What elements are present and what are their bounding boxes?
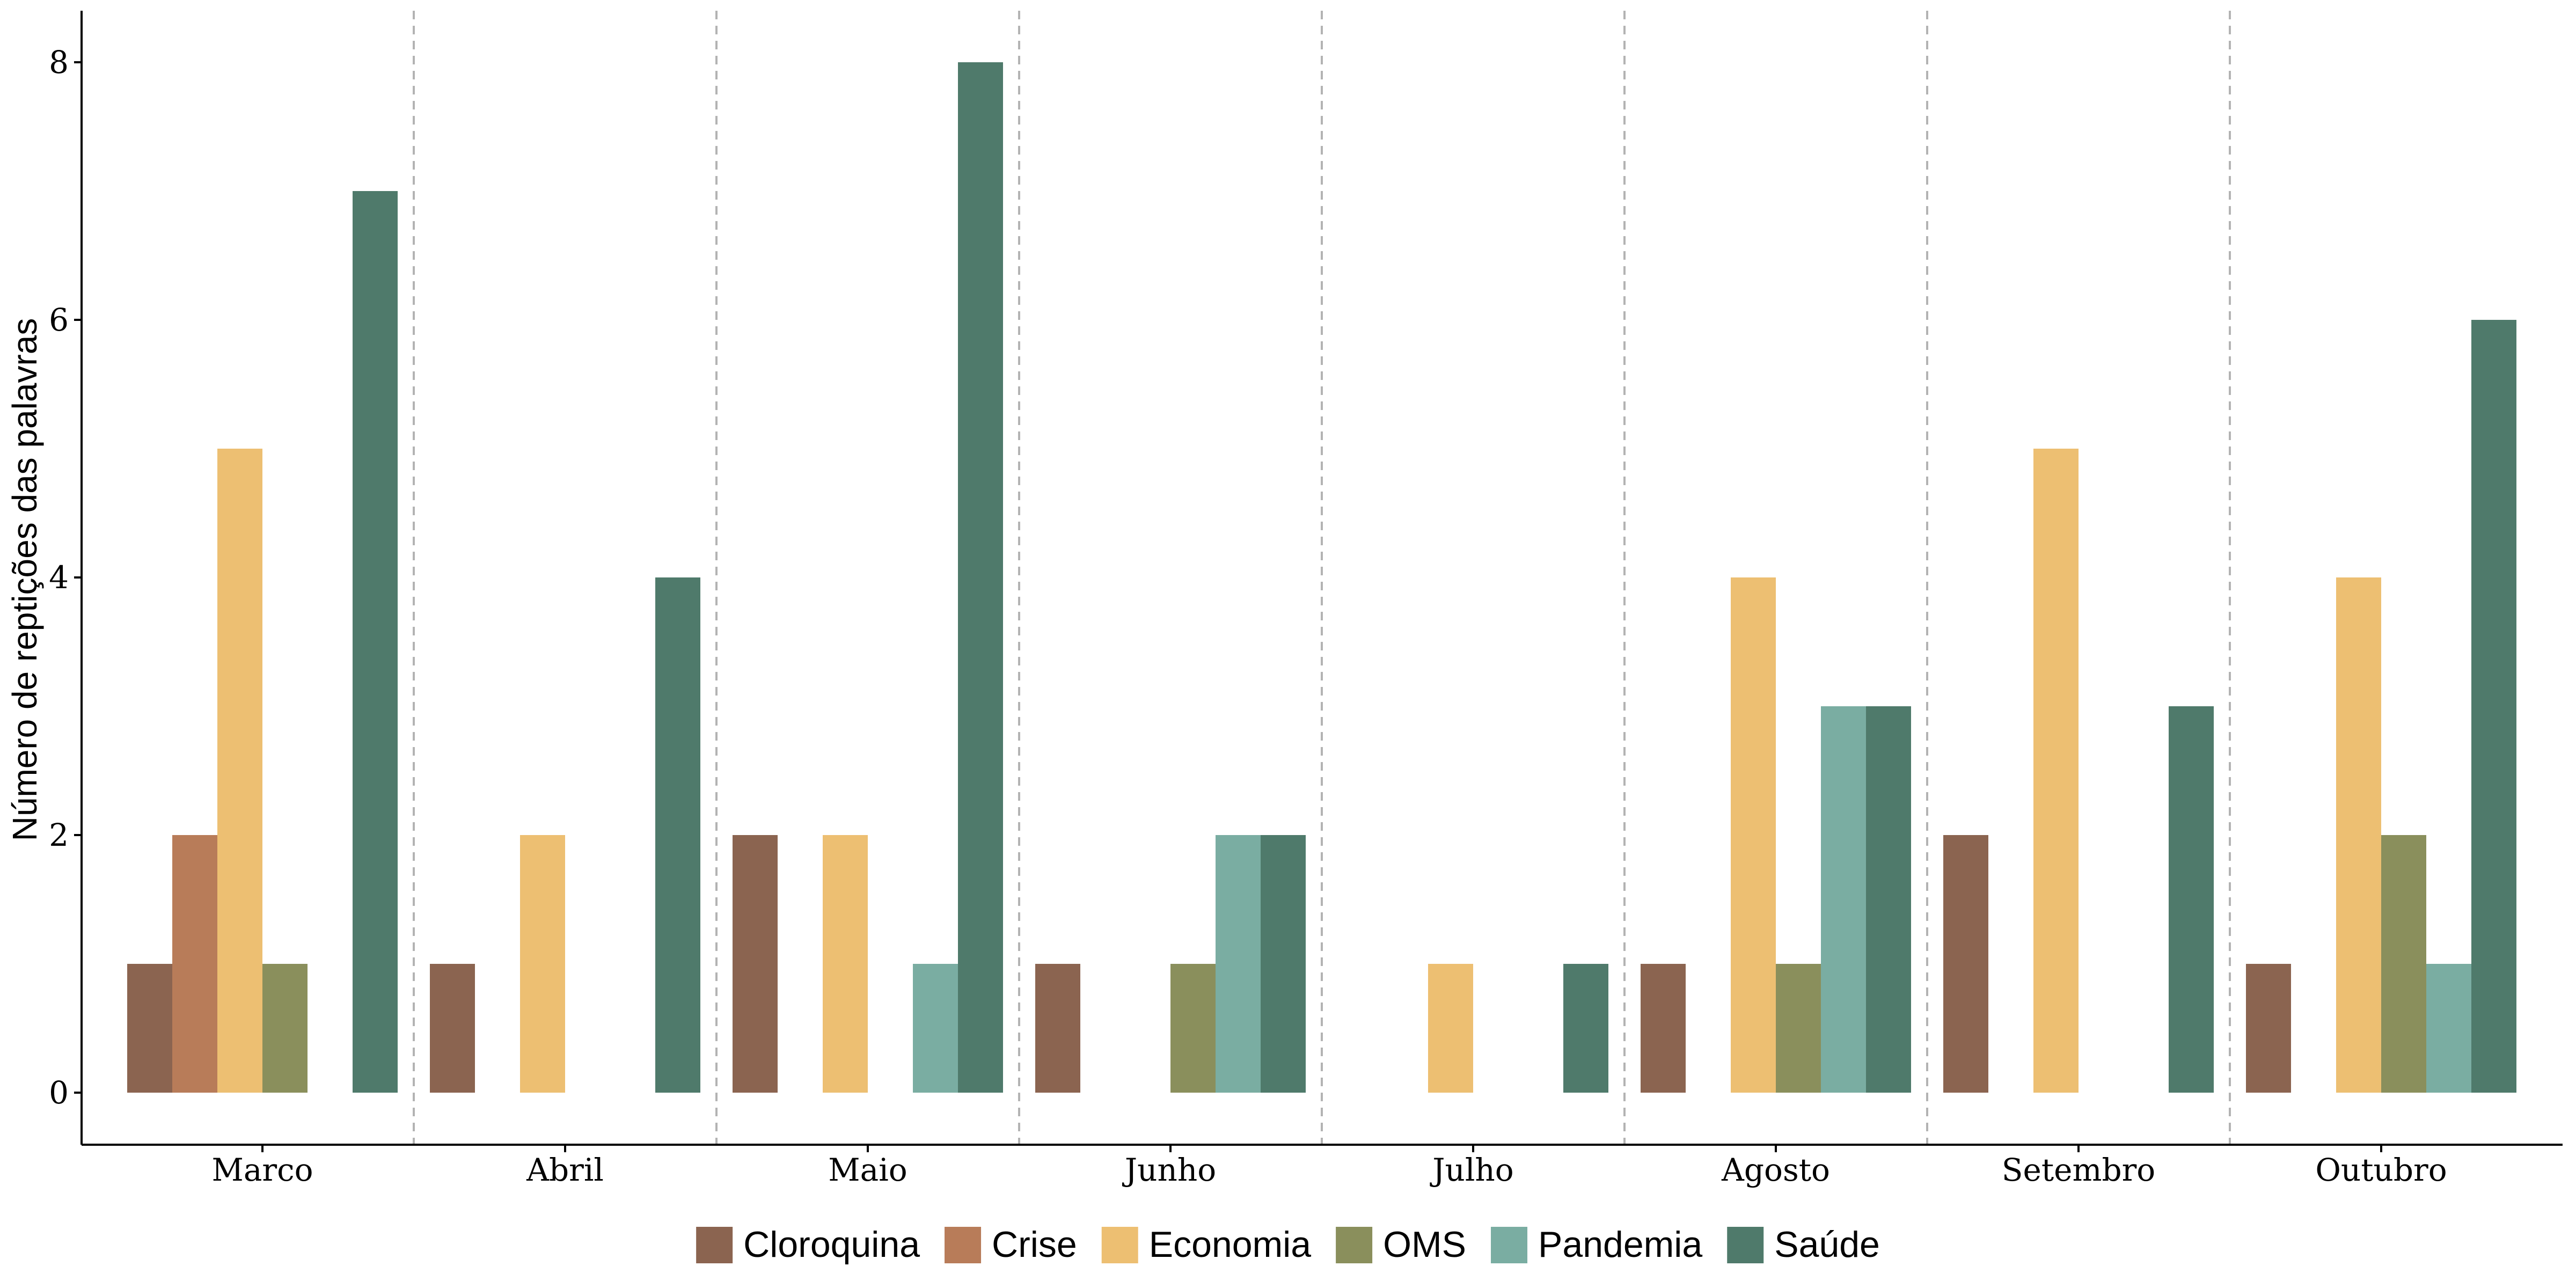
legend-key <box>1101 1227 1138 1263</box>
bar-oms-marco <box>262 964 308 1093</box>
legend-key <box>945 1227 982 1263</box>
x-tick-label: Marco <box>211 1152 313 1188</box>
y-axis-title: Número de reptições das palavras <box>5 318 44 841</box>
legend-label: Saúde <box>1774 1224 1880 1265</box>
bar-pandemia-maio <box>913 964 958 1093</box>
y-tick-label: 8 <box>49 44 69 80</box>
bar-economia-maio <box>823 835 868 1093</box>
bar-cloroquina-agosto <box>1641 964 1686 1093</box>
x-ticks: Marco Abril Maio Junho Julho Agosto Setembro Ou… <box>211 1145 2447 1188</box>
bar-saúde-marco <box>353 191 398 1093</box>
bar-saúde-setembro <box>2169 706 2214 1093</box>
bar-pandemia-outubro <box>2426 964 2471 1093</box>
bar-pandemia-agosto <box>1821 706 1866 1093</box>
bar-cloroquina-abril <box>430 964 475 1093</box>
legend-label: Crise <box>992 1224 1077 1265</box>
x-tick-label: Junho <box>1122 1152 1216 1188</box>
bar-economia-outubro <box>2336 577 2381 1093</box>
bar-oms-outubro <box>2381 835 2426 1093</box>
bar-crise-marco <box>172 835 217 1093</box>
x-tick-label: Maio <box>828 1152 907 1188</box>
bar-cloroquina-marco <box>127 964 172 1093</box>
bar-economia-setembro <box>2033 449 2079 1093</box>
x-tick-label: Agosto <box>1721 1152 1830 1188</box>
bar-saúde-julho <box>1563 964 1608 1093</box>
bar-oms-agosto <box>1776 964 1821 1093</box>
legend-key <box>1336 1227 1373 1263</box>
x-tick-label: Outubro <box>2315 1152 2447 1188</box>
legend-label: Pandemia <box>1538 1224 1702 1265</box>
y-tick-label: 0 <box>49 1074 69 1111</box>
x-tick-label: Abril <box>526 1152 604 1188</box>
x-tick-label: Julho <box>1430 1152 1513 1188</box>
bar-saúde-abril <box>655 577 700 1093</box>
y-ticks: 0 2 4 6 8 <box>49 44 82 1111</box>
legend-label: Cloroquina <box>743 1224 920 1265</box>
bar-economia-marco <box>217 449 262 1093</box>
legend-label: OMS <box>1383 1224 1466 1265</box>
x-tick-label: Setembro <box>2002 1152 2155 1188</box>
bar-cloroquina-setembro <box>1943 835 1988 1093</box>
bar-saúde-outubro <box>2471 320 2516 1093</box>
bars <box>127 62 2516 1093</box>
bar-saúde-junho <box>1261 835 1306 1093</box>
bar-cloroquina-maio <box>733 835 778 1093</box>
legend-key <box>696 1227 733 1263</box>
legend-label: Economia <box>1149 1224 1312 1265</box>
legend-key <box>1491 1227 1528 1263</box>
bar-oms-junho <box>1170 964 1216 1093</box>
bar-cloroquina-outubro <box>2246 964 2291 1093</box>
bar-cloroquina-junho <box>1035 964 1080 1093</box>
bar-saúde-agosto <box>1866 706 1911 1093</box>
bar-economia-abril <box>520 835 565 1093</box>
legend-key <box>1727 1227 1764 1263</box>
bar-saúde-maio <box>958 62 1003 1093</box>
bar-economia-agosto <box>1731 577 1776 1093</box>
bar-pandemia-junho <box>1216 835 1261 1093</box>
y-tick-label: 2 <box>49 817 69 853</box>
legend: Cloroquina Crise Economia OMS Pandemia Saúde <box>696 1224 1880 1265</box>
y-tick-label: 6 <box>49 302 69 338</box>
bar-economia-julho <box>1428 964 1473 1093</box>
y-tick-label: 4 <box>49 559 69 596</box>
